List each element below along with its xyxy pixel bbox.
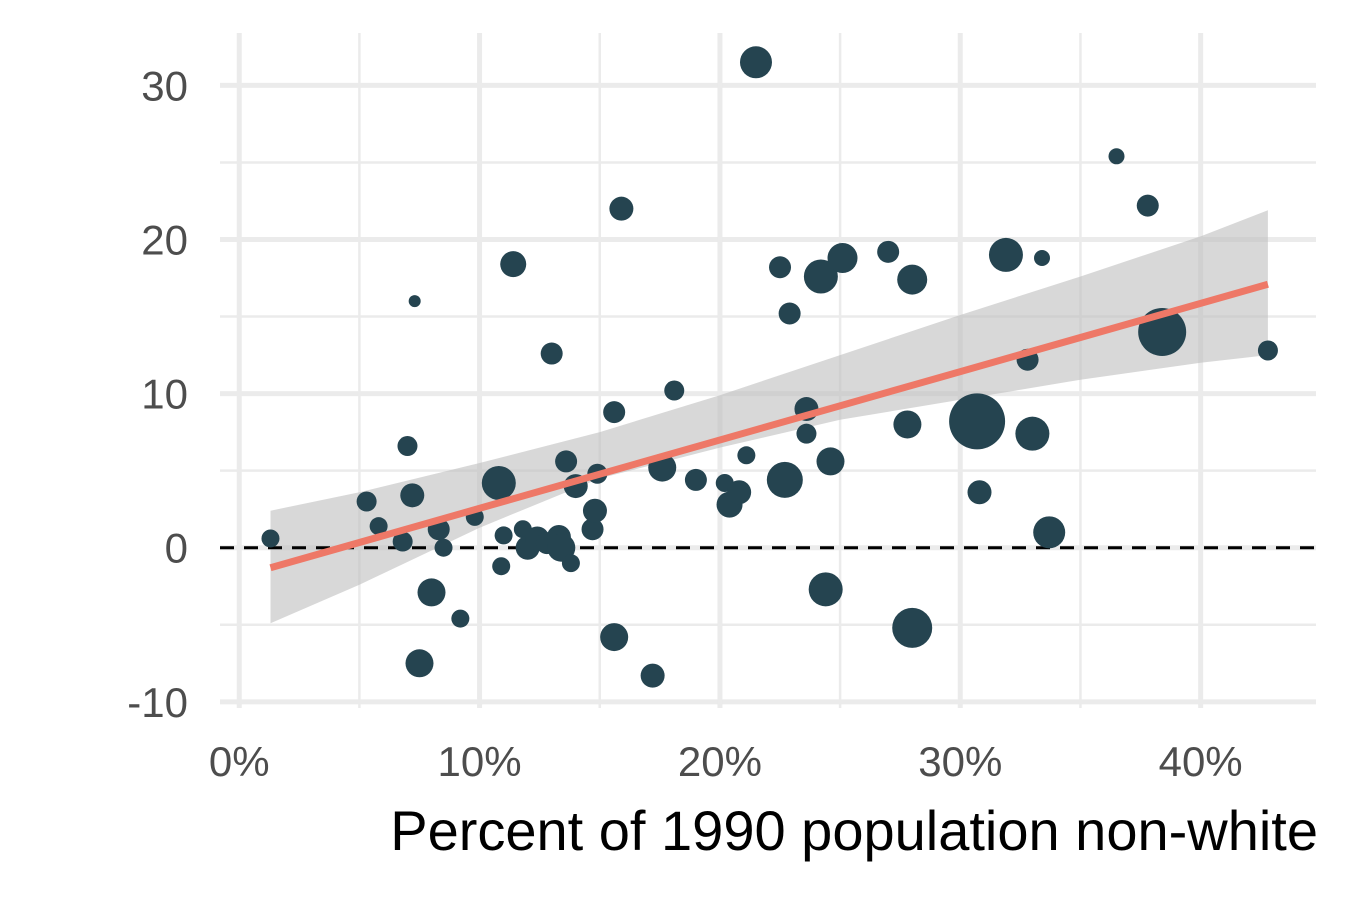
x-tick-label: 0% xyxy=(209,738,270,785)
x-axis-title: Percent of 1990 population non-white xyxy=(390,799,1318,862)
data-point xyxy=(408,295,421,308)
data-point xyxy=(582,498,607,523)
data-point xyxy=(816,447,845,476)
data-point xyxy=(397,436,418,457)
data-point xyxy=(600,623,629,652)
data-point xyxy=(417,578,446,607)
data-point xyxy=(664,380,685,401)
data-point xyxy=(581,518,604,541)
data-point xyxy=(1033,516,1066,549)
data-point xyxy=(769,256,792,279)
data-point xyxy=(803,259,838,294)
data-point xyxy=(434,538,453,557)
data-point xyxy=(892,607,933,648)
confidence-band-layer xyxy=(270,210,1268,624)
data-point xyxy=(369,517,388,536)
data-point xyxy=(1015,416,1050,451)
data-point xyxy=(1257,340,1278,361)
data-point xyxy=(451,609,470,628)
y-tick-label: 30 xyxy=(141,62,188,109)
data-point xyxy=(897,264,928,295)
data-point xyxy=(893,410,922,439)
data-point xyxy=(796,423,817,444)
y-tick-label: -10 xyxy=(127,679,188,726)
data-point xyxy=(1034,250,1050,266)
data-point xyxy=(877,240,900,263)
data-point xyxy=(727,480,752,505)
y-tick-label: 10 xyxy=(141,371,188,418)
data-point xyxy=(684,468,707,491)
tick-labels-layer: -10 0 10 20 30 0% 10% 20% 30% 40% xyxy=(127,62,1242,785)
data-point xyxy=(1108,148,1125,165)
data-point xyxy=(609,196,634,221)
y-tick-label: 20 xyxy=(141,217,188,264)
data-point xyxy=(540,342,563,365)
data-point xyxy=(405,649,434,678)
grid-layer xyxy=(220,33,1316,708)
x-tick-label: 10% xyxy=(438,738,522,785)
data-point xyxy=(778,302,801,325)
data-point xyxy=(949,393,1006,450)
data-point xyxy=(261,529,280,548)
confidence-band xyxy=(270,210,1268,624)
data-point xyxy=(400,483,425,508)
x-tick-label: 40% xyxy=(1159,738,1243,785)
data-point xyxy=(494,526,513,545)
data-point xyxy=(766,461,803,498)
data-point xyxy=(739,46,772,79)
x-tick-label: 30% xyxy=(918,738,1002,785)
data-point xyxy=(356,491,377,512)
data-point xyxy=(1136,194,1159,217)
data-point xyxy=(500,251,527,278)
regression-line xyxy=(269,280,1269,572)
data-point xyxy=(392,531,413,552)
data-point xyxy=(827,243,858,273)
data-point xyxy=(481,466,516,500)
data-point xyxy=(555,450,578,473)
data-point xyxy=(967,480,992,505)
fit-line-layer xyxy=(269,280,1269,572)
data-point xyxy=(492,557,511,576)
data-point xyxy=(561,554,580,573)
y-tick-label: 0 xyxy=(165,525,188,572)
data-point xyxy=(640,663,665,688)
data-point xyxy=(737,446,756,465)
data-point xyxy=(988,237,1023,272)
data-point xyxy=(603,401,626,424)
data-point xyxy=(808,572,843,607)
x-tick-label: 20% xyxy=(678,738,762,785)
